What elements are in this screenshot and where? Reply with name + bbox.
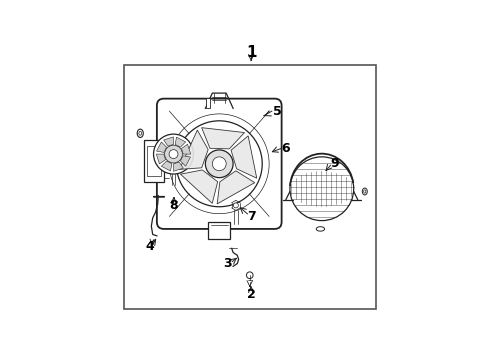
Ellipse shape — [316, 227, 324, 231]
Text: 5: 5 — [273, 105, 282, 118]
Circle shape — [176, 121, 262, 207]
Polygon shape — [180, 156, 191, 166]
Polygon shape — [180, 170, 218, 203]
Ellipse shape — [362, 188, 368, 195]
Circle shape — [212, 157, 226, 171]
Polygon shape — [157, 142, 167, 152]
Polygon shape — [231, 136, 257, 178]
Text: 6: 6 — [281, 142, 290, 155]
Text: 2: 2 — [247, 288, 255, 301]
Circle shape — [165, 145, 182, 163]
Polygon shape — [179, 130, 208, 169]
FancyBboxPatch shape — [157, 99, 282, 229]
Polygon shape — [181, 144, 191, 154]
Text: 9: 9 — [330, 157, 339, 170]
Polygon shape — [201, 128, 245, 149]
Text: 4: 4 — [146, 240, 154, 253]
Bar — [145, 140, 164, 182]
Circle shape — [169, 150, 178, 158]
Circle shape — [233, 203, 238, 208]
Ellipse shape — [139, 131, 142, 135]
Ellipse shape — [364, 190, 366, 193]
Polygon shape — [217, 171, 255, 204]
Polygon shape — [173, 162, 183, 171]
Bar — [147, 146, 161, 176]
Bar — [123, 66, 376, 309]
Polygon shape — [175, 137, 186, 147]
Text: 3: 3 — [223, 257, 232, 270]
Text: 8: 8 — [169, 199, 178, 212]
Text: 7: 7 — [247, 210, 255, 223]
Polygon shape — [156, 154, 166, 164]
Bar — [206, 98, 210, 108]
Ellipse shape — [137, 129, 143, 138]
Circle shape — [205, 150, 233, 177]
Circle shape — [246, 272, 253, 279]
Text: 1: 1 — [246, 45, 256, 60]
Circle shape — [153, 134, 194, 174]
Polygon shape — [161, 161, 172, 171]
Bar — [208, 222, 230, 239]
Polygon shape — [164, 137, 173, 146]
